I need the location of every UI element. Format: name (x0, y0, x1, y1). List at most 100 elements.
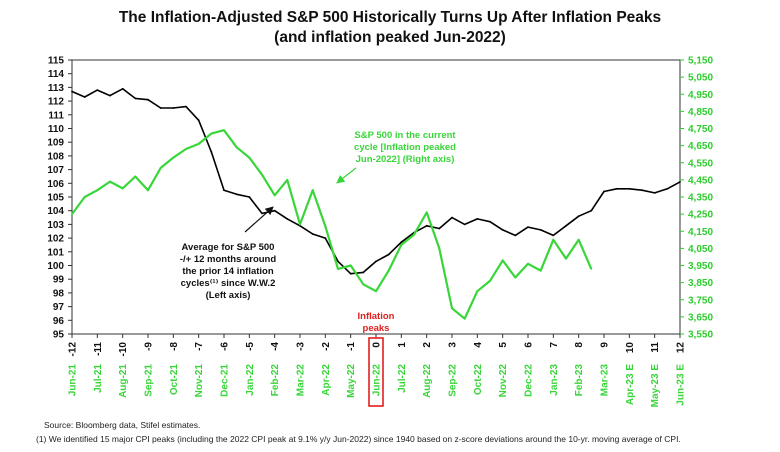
x-date-label: Sep-21 (144, 364, 155, 397)
current-cycle-point (248, 156, 251, 159)
green-annotation-line: Jun-2022] (Right axis) (355, 154, 455, 165)
current-cycle-point (527, 262, 529, 265)
historical-average-point (463, 223, 466, 226)
historical-average-point (172, 107, 175, 109)
inflation-peak-highlight-box (368, 337, 384, 407)
current-cycle-point (565, 257, 567, 260)
current-cycle-point (197, 143, 200, 145)
right-tick-label: 4,150 (688, 227, 713, 238)
historical-average-point (679, 181, 681, 183)
current-cycle-point (159, 167, 162, 169)
historical-average-point (121, 87, 124, 90)
left-tick-label: 99 (53, 275, 65, 286)
current-cycle-point (273, 194, 276, 197)
current-cycle-point (223, 129, 225, 132)
current-cycle-point (451, 307, 453, 310)
right-tick-label: 3,850 (688, 278, 713, 289)
historical-average-point (349, 272, 352, 275)
x-tick-label: -7 (194, 342, 205, 351)
historical-average-point (501, 229, 504, 231)
historical-average-point (147, 98, 149, 101)
x-tick-label: -11 (93, 342, 104, 356)
historical-average-point (603, 190, 605, 193)
x-date-label: Oct-22 (473, 364, 484, 396)
left-tick-label: 104 (47, 206, 64, 217)
chart-title-line1: The Inflation-Adjusted S&P 500 Historica… (118, 9, 662, 26)
left-tick-label: 108 (47, 151, 64, 162)
x-date-label: Dec-22 (524, 364, 535, 397)
historical-average-point (400, 241, 403, 244)
historical-average-point (248, 196, 251, 198)
historical-average-point (210, 150, 213, 153)
x-tick-label: 12 (676, 342, 687, 354)
right-tick-label: 5,050 (688, 73, 713, 84)
black-annotation-line: cycles⁽¹⁾ since W.W.2 (180, 278, 276, 289)
current-cycle-point (577, 238, 580, 241)
left-tick-label: 107 (47, 165, 64, 176)
current-cycle-point (109, 180, 111, 183)
current-cycle-point (121, 187, 124, 190)
left-tick-label: 113 (48, 83, 65, 94)
historical-average-point (577, 215, 580, 218)
x-tick-label: -5 (245, 342, 256, 351)
source-note: Source: Bloomberg data, Stifel estimates… (44, 420, 201, 430)
historical-average-point (641, 189, 643, 192)
x-date-label: Feb-22 (270, 364, 281, 397)
left-tick-label: 96 (53, 316, 65, 327)
plot-area (71, 59, 681, 335)
historical-average-point (425, 224, 428, 227)
x-date-label: Mar-23 (600, 364, 611, 397)
x-date-label: Jan-22 (245, 364, 256, 396)
historical-average-point (489, 220, 491, 223)
current-cycle-point (387, 269, 390, 272)
current-cycle-point (83, 196, 86, 198)
current-cycle-point (299, 223, 301, 226)
current-cycle-point (501, 259, 504, 262)
historical-average-point (324, 237, 327, 240)
x-date-label: Jul-21 (93, 364, 104, 393)
current-cycle-point (337, 268, 339, 270)
x-tick-label: 4 (473, 342, 484, 348)
historical-average-point (590, 209, 593, 212)
left-tick-label: 95 (53, 330, 65, 341)
series-line-current-cycle (71, 129, 593, 320)
current-cycle-point (286, 179, 289, 181)
right-tick-label: 4,550 (688, 158, 713, 169)
current-cycle-point (71, 213, 73, 216)
historical-average-point (628, 187, 631, 190)
historical-average-point (96, 89, 99, 91)
x-date-label: Jan-23 (549, 364, 560, 396)
black-series-annotation: Average for S&P 500 -/+ 12 months around t… (168, 242, 288, 302)
black-annotation-line: -/+ 12 months around (179, 254, 277, 265)
historical-average-point (375, 260, 377, 263)
historical-average-point (159, 107, 162, 109)
current-cycle-point (185, 148, 187, 150)
x-date-label: Apr-22 (321, 364, 332, 396)
right-tick-label: 4,050 (688, 244, 713, 255)
historical-average-point (197, 119, 200, 122)
x-tick-label: -10 (118, 342, 129, 357)
x-tick-label: 5 (498, 342, 509, 348)
right-tick-label: 4,950 (688, 90, 713, 101)
x-date-label: Jun-23 E (676, 364, 687, 406)
historical-average-point (514, 234, 517, 237)
current-cycle-point (311, 189, 314, 192)
current-cycle-point (147, 189, 149, 192)
x-tick-label: -1 (346, 342, 357, 351)
historical-average-point (134, 97, 137, 100)
x-date-label: Nov-22 (498, 364, 509, 398)
current-cycle-point (362, 283, 365, 286)
x-tick-label: -2 (321, 342, 332, 351)
left-tick-label: 106 (47, 179, 64, 190)
current-cycle-point (539, 269, 542, 272)
historical-average-point (565, 224, 567, 227)
left-tick-label: 98 (53, 288, 65, 299)
current-cycle-point (590, 268, 593, 270)
chart-title: The Inflation-Adjusted S&P 500 Historica… (0, 8, 780, 48)
left-tick-label: 102 (47, 234, 64, 245)
historical-average-point (83, 96, 86, 98)
current-cycle-point (375, 290, 377, 293)
current-cycle-point (210, 132, 213, 135)
x-tick-label: 6 (524, 342, 535, 348)
x-tick-label: -12 (68, 342, 79, 357)
